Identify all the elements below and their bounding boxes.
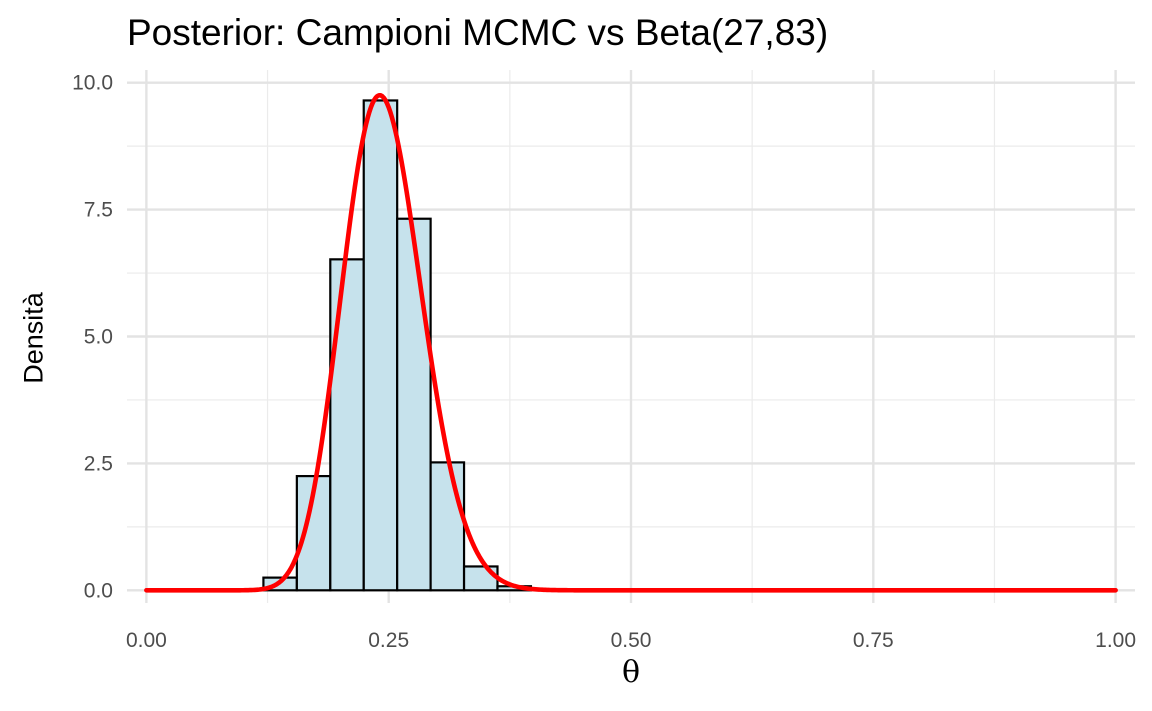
histogram-bar — [429, 461, 466, 592]
y-tick-label: 7.5 — [84, 199, 113, 222]
x-tick-label: 0.50 — [611, 629, 652, 652]
y-tick-label: 10.0 — [72, 72, 113, 95]
x-tick-label: 0.25 — [368, 629, 409, 652]
histogram-bars — [262, 99, 533, 592]
beta-density-curve — [144, 92, 1118, 593]
x-axis-title: θ — [621, 655, 641, 690]
histogram-bar — [362, 99, 399, 592]
major-gridlines — [127, 70, 1135, 603]
x-tick-label: 1.00 — [1095, 629, 1136, 652]
histogram-bar — [329, 258, 365, 592]
histogram-bar — [396, 217, 432, 592]
y-tick-label: 2.5 — [84, 452, 113, 475]
histogram-bar — [462, 565, 499, 592]
x-tick-label: 0.00 — [126, 629, 167, 652]
x-tick-labels: 0.00 0.25 0.50 0.75 1.00 — [126, 629, 1136, 652]
chart-title: Posterior: Campioni MCMC vs Beta(27,83) — [127, 12, 829, 53]
y-tick-label: 0.0 — [84, 579, 113, 602]
density-curve-group — [144, 92, 1118, 593]
y-tick-label: 5.0 — [84, 326, 113, 349]
y-tick-labels: 0.0 2.5 5.0 7.5 10.0 — [72, 72, 113, 603]
x-tick-label: 0.75 — [853, 629, 894, 652]
